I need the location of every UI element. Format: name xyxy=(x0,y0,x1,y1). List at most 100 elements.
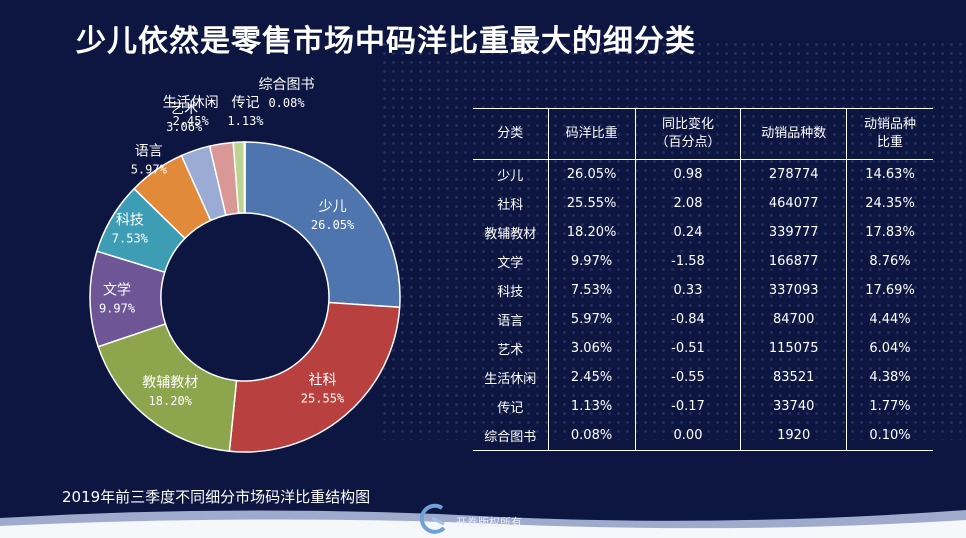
table-header-cell: 动销品种数 xyxy=(740,108,848,160)
table-row: 语言 5.97% -0.84 84700 4.44% xyxy=(473,305,933,334)
table-cell: 0.00 xyxy=(635,421,742,451)
copyright-text: 开卷版权所有 xyxy=(456,516,522,529)
slice-value-label: 7.53% xyxy=(112,231,149,245)
table-cell: 社科 xyxy=(473,189,549,218)
table-cell: -0.51 xyxy=(635,334,742,363)
table-cell: -0.17 xyxy=(635,392,742,421)
table-row: 综合图书 0.08% 0.00 1920 0.10% xyxy=(473,421,933,451)
table-cell: 9.97% xyxy=(548,247,636,276)
table-cell: 17.69% xyxy=(865,283,915,298)
slice-value-label: 18.20% xyxy=(149,394,193,408)
donut-chart: 少儿 26.05% 社科 25.55% 教辅教材 18.20% 文学 9.97% 科技 7.53%… xyxy=(89,77,401,453)
table-cell: 17.83% xyxy=(865,225,915,240)
table-row: 科技 7.53% 0.33 337093 17.69% xyxy=(473,276,933,305)
table-cell: 166877 xyxy=(740,247,848,276)
table-cell: 生活休闲 xyxy=(473,363,549,392)
table-cell: 33740 xyxy=(740,392,848,421)
table-cell: 83521 xyxy=(740,363,848,392)
table-header-cell: 分类 xyxy=(473,108,549,160)
slice-value-label: 25.55% xyxy=(301,392,345,406)
table-row: 文学 9.97% -1.58 166877 8.76% xyxy=(473,247,933,276)
table-cell: -0.55 xyxy=(635,363,742,392)
table-cell: 0.24 xyxy=(635,218,742,247)
donut-slice xyxy=(244,141,401,309)
table-row: 社科 25.55% 2.08 464077 24.35% xyxy=(473,189,933,218)
table-cell: 464077 xyxy=(740,189,848,218)
slice-label: 语言 5.97% xyxy=(131,143,168,176)
slice-label: 少儿 26.05% xyxy=(311,199,355,232)
slice-label: 生活休闲 2.45% xyxy=(163,95,219,128)
table-cell: 14.63% xyxy=(865,167,915,182)
table-cell: 少儿 xyxy=(473,159,549,189)
slice-value-label: 1.13% xyxy=(227,114,264,128)
slice-value-label: 26.05% xyxy=(311,218,355,232)
table-cell: 1.13% xyxy=(548,392,636,421)
slice-value-label: 5.97% xyxy=(131,162,168,176)
chart-caption: 2019年前三季度不同细分市场码洋比重结构图 xyxy=(62,488,371,506)
table-cell: 教辅教材 xyxy=(473,218,549,247)
table-cell: 3.06% xyxy=(548,334,636,363)
slice-value-label: 2.45% xyxy=(173,114,210,128)
table-row: 艺术 3.06% -0.51 115075 6.04% xyxy=(473,334,933,363)
table-cell: 84700 xyxy=(740,305,848,334)
table-cell: 0.08% xyxy=(548,421,636,451)
table-body: 少儿 26.05% 0.98 278774 14.63% 社科 25.55% 2.08 4640… xyxy=(473,159,933,451)
table-header-row: 分类 码洋比重 同比变化 （百分点） 动销品种数 动销品种 比重 xyxy=(473,108,933,160)
slice-label: 传记 1.13% xyxy=(227,95,264,128)
slice-value-label: 3.06% xyxy=(166,120,203,134)
table-cell: 语言 xyxy=(473,305,549,334)
table-cell: 艺术 xyxy=(473,334,549,363)
table-cell: 337093 xyxy=(740,276,848,305)
table-cell: -1.58 xyxy=(635,247,742,276)
slice-category-label: 语言 xyxy=(135,143,163,159)
table-cell: 26.05% xyxy=(548,159,636,189)
slice-label: 综合图书 0.08% xyxy=(259,77,315,110)
slice-category-label: 文学 xyxy=(103,283,131,299)
table-header-cell: 码洋比重 xyxy=(548,108,636,160)
slice-category-label: 少儿 xyxy=(319,199,347,215)
slice-value-label: 9.97% xyxy=(99,302,136,316)
slice-label: 艺术 3.06% xyxy=(166,101,203,134)
table-row: 传记 1.13% -0.17 33740 1.77% xyxy=(473,392,933,421)
donut-slice xyxy=(243,141,246,214)
donut-slice xyxy=(228,301,401,453)
table-cell: 18.20% xyxy=(548,218,636,247)
table-cell: 1.77% xyxy=(869,399,911,414)
table-cell: 1920 xyxy=(740,421,848,451)
table-row: 生活休闲 2.45% -0.55 83521 4.38% xyxy=(473,363,933,392)
table-cell: -0.84 xyxy=(635,305,742,334)
slice-category-label: 艺术 xyxy=(170,101,198,117)
slice-category-label: 生活休闲 xyxy=(163,95,219,111)
slice-label: 文学 9.97% xyxy=(99,283,136,316)
table-cell: 文学 xyxy=(473,247,549,276)
table-cell: 2.08 xyxy=(635,189,742,218)
slice-label: 科技 7.53% xyxy=(112,212,149,245)
table-cell: 4.38% xyxy=(869,370,911,385)
slice-category-label: 教辅教材 xyxy=(142,375,198,391)
table-cell: 0.33 xyxy=(635,276,742,305)
table-cell: 8.76% xyxy=(869,254,911,269)
table-cell: 4.44% xyxy=(869,312,911,327)
table-row: 少儿 26.05% 0.98 278774 14.63% xyxy=(473,159,933,189)
publisher-logo xyxy=(419,503,446,534)
slice-category-label: 综合图书 xyxy=(259,77,315,93)
donut-slice xyxy=(97,322,238,453)
page-title: 少儿依然是零售市场中码洋比重最大的细分类 xyxy=(76,24,696,59)
table-header-cell: 动销品种 比重 xyxy=(846,108,933,160)
table-cell: 339777 xyxy=(740,218,848,247)
table-cell: 传记 xyxy=(473,392,549,421)
table-cell: 6.04% xyxy=(869,341,911,356)
slice-label: 社科 25.55% xyxy=(301,373,345,406)
slice-category-label: 科技 xyxy=(116,212,144,228)
table-cell: 24.35% xyxy=(865,196,915,211)
table-cell: 0.98 xyxy=(635,159,742,189)
slice-value-label: 0.08% xyxy=(268,96,305,110)
table-header-cell: 同比变化 （百分点） xyxy=(635,108,742,160)
data-table: 分类 码洋比重 同比变化 （百分点） 动销品种数 动销品种 比重 少儿 26.05% 0… xyxy=(473,108,933,451)
footer-wave xyxy=(0,510,966,538)
slice-category-label: 传记 xyxy=(231,95,259,111)
table-row: 教辅教材 18.20% 0.24 339777 17.83% xyxy=(473,218,933,247)
table-cell: 7.53% xyxy=(548,276,636,305)
table-cell: 科技 xyxy=(473,276,549,305)
slice-label: 教辅教材 18.20% xyxy=(142,375,198,408)
